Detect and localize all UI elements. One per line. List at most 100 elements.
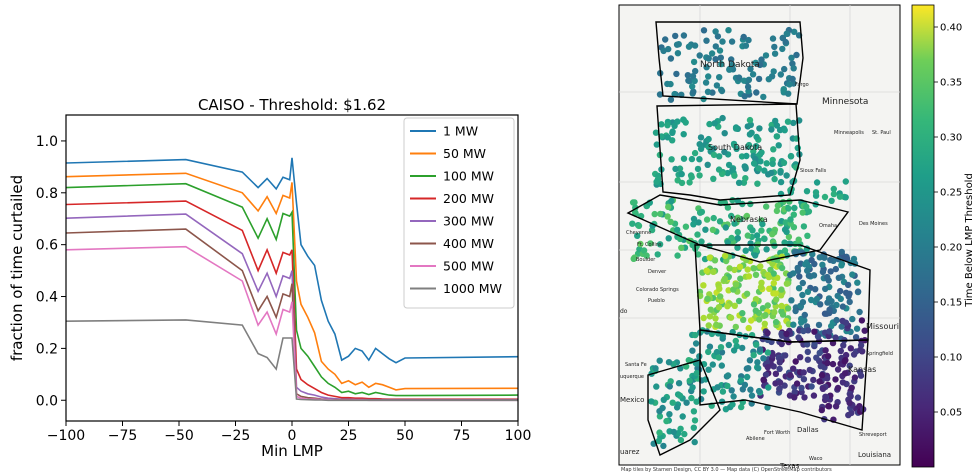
legend-entry-6: 500 MW xyxy=(443,259,494,274)
map-point xyxy=(757,283,765,291)
map-point xyxy=(747,121,754,128)
y-tick-label: 0.0 xyxy=(36,393,58,409)
map-point xyxy=(753,247,760,254)
map-point xyxy=(773,296,780,303)
map-point xyxy=(835,274,842,281)
map-point xyxy=(768,169,775,177)
map-point xyxy=(814,333,822,340)
map-point xyxy=(696,52,703,59)
map-point xyxy=(674,252,681,259)
map-point xyxy=(651,210,658,218)
map-point xyxy=(781,65,788,73)
map-point xyxy=(732,323,739,331)
map-point xyxy=(682,223,690,230)
map-point xyxy=(832,403,840,410)
map-point xyxy=(829,360,837,368)
map-point xyxy=(664,122,671,129)
map-point xyxy=(670,428,677,436)
map-point xyxy=(746,131,754,138)
map-point xyxy=(665,203,672,211)
map-point xyxy=(667,96,675,103)
map-point xyxy=(655,437,662,445)
map-point xyxy=(747,65,754,73)
map-point xyxy=(800,223,808,230)
map-point xyxy=(734,234,741,242)
map-point xyxy=(689,241,696,249)
map-point xyxy=(712,28,719,35)
map-point xyxy=(825,332,832,340)
colorbar-tick-label: 0.05 xyxy=(940,408,962,419)
map-point xyxy=(828,197,835,204)
map-point xyxy=(813,354,820,361)
map-point xyxy=(744,83,752,91)
map-point xyxy=(742,247,749,254)
map-point xyxy=(788,54,795,61)
map-point xyxy=(703,37,710,44)
map-point xyxy=(782,219,789,226)
map-point xyxy=(799,291,806,299)
map-point xyxy=(715,354,722,361)
map-point xyxy=(735,74,743,81)
map-point xyxy=(740,316,747,323)
map-point xyxy=(790,365,797,372)
map-point xyxy=(812,189,820,196)
map-place-label: do xyxy=(620,308,628,315)
map-point xyxy=(804,267,811,274)
map-point xyxy=(716,74,723,81)
map-point xyxy=(743,152,750,160)
map-point xyxy=(778,264,786,272)
map-point xyxy=(781,382,788,389)
map-place-label: South Dakota xyxy=(708,143,762,152)
map-point xyxy=(790,270,797,277)
map-point xyxy=(745,76,753,84)
map-point xyxy=(782,38,789,46)
map-point xyxy=(728,38,736,45)
map-point xyxy=(724,382,731,390)
x-tick-label: −100 xyxy=(47,428,85,444)
map-point xyxy=(715,166,723,173)
map-point xyxy=(771,50,779,57)
map-point xyxy=(755,165,762,172)
map-place-label: Ft. Collins xyxy=(637,242,662,248)
map-point xyxy=(849,271,856,278)
map-point xyxy=(763,246,770,253)
map-point xyxy=(690,221,697,228)
map-point xyxy=(778,340,785,348)
map-point xyxy=(714,33,722,40)
map-point xyxy=(856,308,863,316)
map-point xyxy=(718,349,726,356)
map-point xyxy=(852,334,860,341)
map-point xyxy=(825,295,833,302)
map-point xyxy=(739,310,746,317)
map-point xyxy=(784,118,792,125)
map-point xyxy=(769,352,776,359)
map-point xyxy=(769,35,777,42)
map-point xyxy=(756,346,764,353)
map-point xyxy=(681,430,688,438)
colorbar-tick-label: 0.10 xyxy=(940,353,962,364)
map-place-label: North Dakota xyxy=(700,60,760,70)
map-point xyxy=(839,379,847,386)
map-point xyxy=(693,398,700,405)
map-point xyxy=(713,82,721,89)
y-tick-label: 0.6 xyxy=(36,238,58,254)
map-point xyxy=(729,401,736,408)
map-point xyxy=(669,129,676,136)
map-point xyxy=(717,344,725,351)
map-point xyxy=(791,389,798,396)
map-point xyxy=(745,141,753,149)
map-point xyxy=(719,38,726,45)
map-point xyxy=(798,319,805,326)
map-point xyxy=(804,356,812,363)
colorbar xyxy=(911,4,935,468)
map-point xyxy=(794,264,801,272)
map-point xyxy=(839,303,847,310)
map-point xyxy=(722,224,729,231)
map-point xyxy=(789,75,796,83)
map-point xyxy=(656,241,664,248)
map-point xyxy=(803,203,810,210)
map-point xyxy=(682,119,689,126)
map-point xyxy=(704,295,711,302)
map-point xyxy=(842,194,849,201)
map-point xyxy=(799,279,806,287)
